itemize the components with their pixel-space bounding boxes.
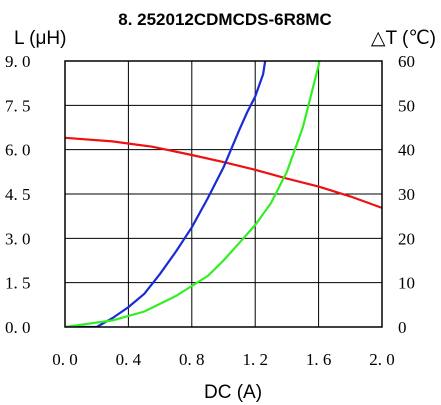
plot-frame [64,60,383,328]
y-right-tick-label: 20 [398,229,415,248]
x-axis-title: DC (A) [204,382,262,403]
x-tick-label: 2. 0 [369,350,395,369]
y-right-tick-label: 50 [398,96,415,115]
y-right-tick-label: 0 [398,318,407,337]
y-left-tick-label: 9. 0 [5,52,31,71]
y-left-tick-label: 7. 5 [5,96,31,115]
series-line-2 [65,61,267,327]
x-tick-label: 0. 0 [52,350,78,369]
y-right-tick-label: 60 [398,52,415,71]
y-axis-left-title: L (μH) [14,28,66,49]
y-right-tick-label: 10 [398,274,415,293]
y-left-tick-label: 1. 5 [5,274,31,293]
x-tick-label: 1. 6 [306,350,332,369]
series-line-3 [65,61,321,327]
tick-labels: 0. 0 0. 4 0. 8 1. 2 1. 6 2. 0 0. 0 1. 5 3. 0 4. 5… [5,52,415,369]
series-lines [65,61,382,327]
y-left-tick-label: 3. 0 [5,229,31,248]
y-right-tick-label: 30 [398,185,415,204]
grid-lines [65,61,382,327]
y-axis-right-title: △T (℃) [371,28,436,49]
y-right-tick-label: 40 [398,141,415,160]
x-tick-label: 0. 8 [179,350,205,369]
x-tick-label: 0. 4 [116,350,142,369]
y-left-tick-label: 0. 0 [5,318,31,337]
y-left-tick-label: 4. 5 [5,185,31,204]
series-line-1 [65,136,382,209]
y-left-tick-label: 6. 0 [5,141,31,160]
chart-title: 8. 252012CDMCDS-6R8MC [118,10,332,29]
x-tick-label: 1. 2 [242,350,268,369]
